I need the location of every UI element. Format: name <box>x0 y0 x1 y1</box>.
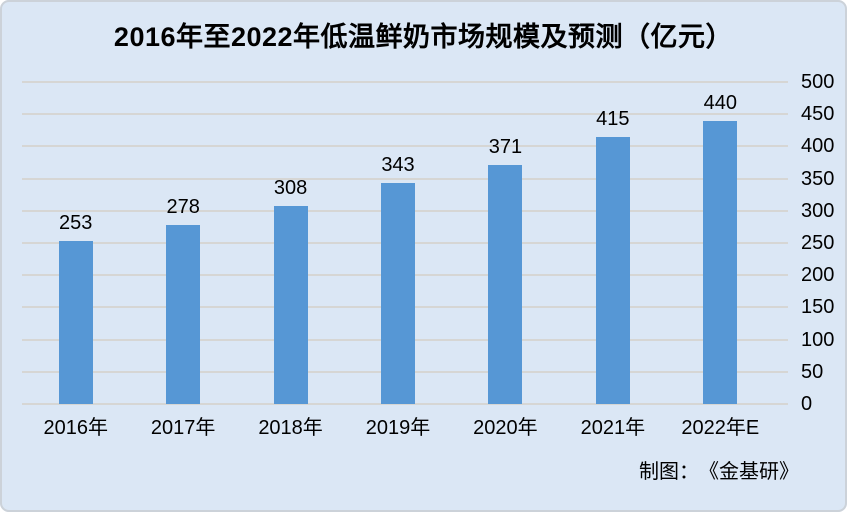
x-axis-label: 2018年 <box>258 417 323 439</box>
bar-value-label: 371 <box>488 136 523 159</box>
gridline <box>22 81 788 83</box>
y-axis-label: 200 <box>801 264 835 287</box>
bar-value-label: 253 <box>59 212 93 235</box>
bar-2020 <box>488 165 523 404</box>
x-axis-label: 2022年E <box>681 417 760 439</box>
y-axis-label: 50 <box>801 360 824 383</box>
y-axis-label: 500 <box>801 71 835 93</box>
bar-2022e <box>703 120 738 404</box>
gridline <box>22 403 788 405</box>
bar-value-label: 278 <box>166 195 200 218</box>
gridline <box>22 145 788 148</box>
chart-title: 2016年至2022年低温鲜奶市场规模及预测（亿元） <box>113 22 734 52</box>
gridline <box>22 177 788 180</box>
bar-2018 <box>273 205 308 404</box>
y-axis-label: 150 <box>801 296 835 319</box>
x-axis-label: 2016年 <box>43 417 108 439</box>
x-axis-label: 2021年 <box>580 417 646 439</box>
bar-value-label: 343 <box>381 154 415 177</box>
y-axis-label: 0 <box>801 393 813 415</box>
y-axis-label: 400 <box>801 135 835 158</box>
y-axis-label: 350 <box>801 167 835 190</box>
y-axis-label: 100 <box>801 328 835 351</box>
bar-value-label: 308 <box>273 176 308 199</box>
chart-credit: 制图： 《金基研》 <box>639 461 799 483</box>
y-axis-label: 250 <box>801 232 835 254</box>
bar-2021 <box>595 136 630 404</box>
bar-2016 <box>58 241 93 404</box>
bar-value-label: 415 <box>596 107 630 130</box>
y-axis-label: 300 <box>801 199 835 222</box>
bar-2019 <box>381 183 415 404</box>
bar-value-label: 440 <box>703 91 737 114</box>
x-axis-label: 2017年 <box>150 417 216 439</box>
gridline <box>22 113 788 116</box>
x-axis-label: 2020年 <box>473 417 538 439</box>
x-axis-label: 2019年 <box>365 417 431 439</box>
bar-2017 <box>166 224 201 404</box>
y-axis-label: 450 <box>801 103 835 126</box>
